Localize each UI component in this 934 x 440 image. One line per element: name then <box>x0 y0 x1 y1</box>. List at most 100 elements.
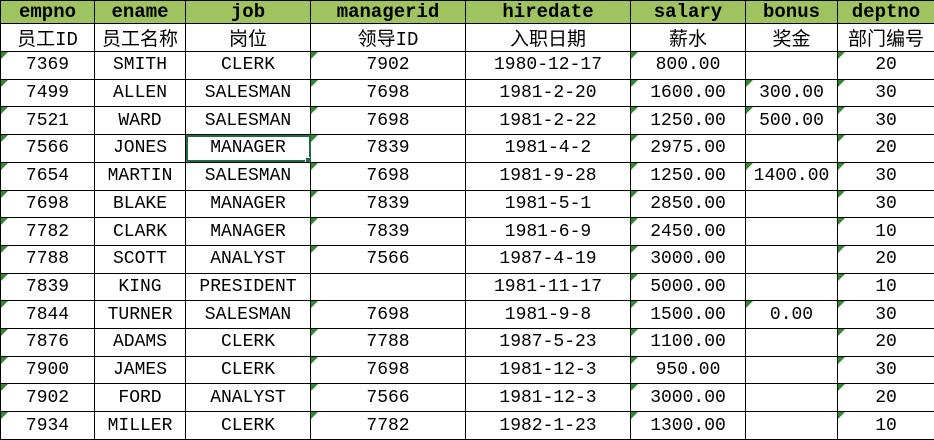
selected-cell-job[interactable]: MANAGER <box>185 134 311 163</box>
cell-hiredate[interactable]: 1981-9-28 <box>465 161 631 191</box>
cell-salary[interactable]: 1250.00 <box>630 161 746 191</box>
cell-bonus[interactable] <box>745 328 838 357</box>
cell-hiredate[interactable]: 1981-9-8 <box>465 300 631 330</box>
column-subheader-salary[interactable]: 薪水 <box>630 23 746 52</box>
cell-job[interactable]: MANAGER <box>185 217 311 246</box>
cell-bonus[interactable] <box>745 355 838 385</box>
cell-bonus[interactable]: 500.00 <box>745 106 838 136</box>
cell-job[interactable]: CLERK <box>185 411 311 440</box>
cell-ename[interactable]: JAMES <box>94 355 186 385</box>
cell-deptno[interactable]: 30 <box>837 355 934 385</box>
cell-ename[interactable]: ALLEN <box>94 78 186 108</box>
cell-empno[interactable]: 7654 <box>0 161 95 191</box>
cell-managerid[interactable]: 7788 <box>310 328 466 357</box>
cell-salary[interactable]: 3000.00 <box>630 244 746 274</box>
cell-hiredate[interactable]: 1981-5-1 <box>465 189 631 219</box>
column-subheader-bonus[interactable]: 奖金 <box>745 23 838 52</box>
cell-deptno[interactable]: 30 <box>837 106 934 136</box>
column-header-ename[interactable]: ename <box>94 0 186 24</box>
cell-empno[interactable]: 7934 <box>0 411 95 440</box>
cell-managerid[interactable]: 7566 <box>310 383 466 413</box>
column-header-managerid[interactable]: managerid <box>310 0 466 24</box>
column-header-job[interactable]: job <box>185 0 311 24</box>
cell-hiredate[interactable]: 1981-12-3 <box>465 383 631 413</box>
cell-hiredate[interactable]: 1987-5-23 <box>465 328 631 357</box>
cell-hiredate[interactable]: 1981-11-17 <box>465 272 631 302</box>
cell-salary[interactable]: 5000.00 <box>630 272 746 302</box>
column-subheader-empno[interactable]: 员工ID <box>0 23 95 52</box>
cell-salary[interactable]: 1250.00 <box>630 106 746 136</box>
cell-managerid[interactable]: 7698 <box>310 355 466 385</box>
cell-job[interactable]: ANALYST <box>185 244 311 274</box>
cell-empno[interactable]: 7876 <box>0 328 95 357</box>
cell-job[interactable]: SALESMAN <box>185 106 311 136</box>
cell-salary[interactable]: 1100.00 <box>630 328 746 357</box>
cell-ename[interactable]: MILLER <box>94 411 186 440</box>
cell-deptno[interactable]: 10 <box>837 217 934 246</box>
cell-ename[interactable]: KING <box>94 272 186 302</box>
column-subheader-job[interactable]: 岗位 <box>185 23 311 52</box>
cell-empno[interactable]: 7499 <box>0 78 95 108</box>
cell-deptno[interactable]: 20 <box>837 134 934 163</box>
cell-empno[interactable]: 7839 <box>0 272 95 302</box>
cell-bonus[interactable]: 300.00 <box>745 78 838 108</box>
cell-managerid[interactable]: 7698 <box>310 300 466 330</box>
cell-bonus[interactable] <box>745 134 838 163</box>
cell-managerid[interactable]: 7839 <box>310 189 466 219</box>
cell-empno[interactable]: 7902 <box>0 383 95 413</box>
cell-job[interactable]: ANALYST <box>185 383 311 413</box>
cell-hiredate[interactable]: 1981-2-22 <box>465 106 631 136</box>
cell-salary[interactable]: 950.00 <box>630 355 746 385</box>
column-header-empno[interactable]: empno <box>0 0 95 24</box>
cell-salary[interactable]: 1600.00 <box>630 78 746 108</box>
cell-managerid[interactable]: 7698 <box>310 161 466 191</box>
cell-ename[interactable]: SCOTT <box>94 244 186 274</box>
cell-managerid[interactable]: 7782 <box>310 411 466 440</box>
column-header-hiredate[interactable]: hiredate <box>465 0 631 24</box>
cell-ename[interactable]: MARTIN <box>94 161 186 191</box>
cell-deptno[interactable]: 10 <box>837 411 934 440</box>
column-header-deptno[interactable]: deptno <box>837 0 934 24</box>
cell-empno[interactable]: 7521 <box>0 106 95 136</box>
cell-hiredate[interactable]: 1982-1-23 <box>465 411 631 440</box>
cell-job[interactable]: CLERK <box>185 328 311 357</box>
cell-job[interactable]: PRESIDENT <box>185 272 311 302</box>
cell-empno[interactable]: 7566 <box>0 134 95 163</box>
cell-managerid[interactable]: 7566 <box>310 244 466 274</box>
cell-deptno[interactable]: 30 <box>837 78 934 108</box>
cell-managerid[interactable]: 7698 <box>310 106 466 136</box>
cell-salary[interactable]: 2975.00 <box>630 134 746 163</box>
cell-bonus[interactable] <box>745 244 838 274</box>
column-header-salary[interactable]: salary <box>630 0 746 24</box>
cell-deptno[interactable]: 20 <box>837 244 934 274</box>
cell-bonus[interactable] <box>745 51 838 80</box>
cell-managerid[interactable]: 7698 <box>310 78 466 108</box>
cell-empno[interactable]: 7900 <box>0 355 95 385</box>
cell-hiredate[interactable]: 1981-6-9 <box>465 217 631 246</box>
cell-salary[interactable]: 3000.00 <box>630 383 746 413</box>
cell-salary[interactable]: 1300.00 <box>630 411 746 440</box>
column-subheader-ename[interactable]: 员工名称 <box>94 23 186 52</box>
cell-bonus[interactable]: 1400.00 <box>745 161 838 191</box>
cell-deptno[interactable]: 20 <box>837 383 934 413</box>
cell-empno[interactable]: 7788 <box>0 244 95 274</box>
cell-empno[interactable]: 7369 <box>0 51 95 80</box>
column-subheader-hiredate[interactable]: 入职日期 <box>465 23 631 52</box>
cell-deptno[interactable]: 20 <box>837 51 934 80</box>
cell-job[interactable]: MANAGER <box>185 189 311 219</box>
cell-deptno[interactable]: 30 <box>837 161 934 191</box>
cell-bonus[interactable] <box>745 217 838 246</box>
cell-ename[interactable]: SMITH <box>94 51 186 80</box>
cell-salary[interactable]: 1500.00 <box>630 300 746 330</box>
fill-handle[interactable] <box>305 156 310 162</box>
cell-hiredate[interactable]: 1981-4-2 <box>465 134 631 163</box>
cell-job[interactable]: CLERK <box>185 51 311 80</box>
cell-deptno[interactable]: 30 <box>837 300 934 330</box>
cell-hiredate[interactable]: 1987-4-19 <box>465 244 631 274</box>
cell-hiredate[interactable]: 1980-12-17 <box>465 51 631 80</box>
cell-bonus[interactable] <box>745 272 838 302</box>
cell-managerid[interactable] <box>310 272 466 302</box>
cell-job[interactable]: CLERK <box>185 355 311 385</box>
cell-ename[interactable]: JONES <box>94 134 186 163</box>
cell-hiredate[interactable]: 1981-12-3 <box>465 355 631 385</box>
